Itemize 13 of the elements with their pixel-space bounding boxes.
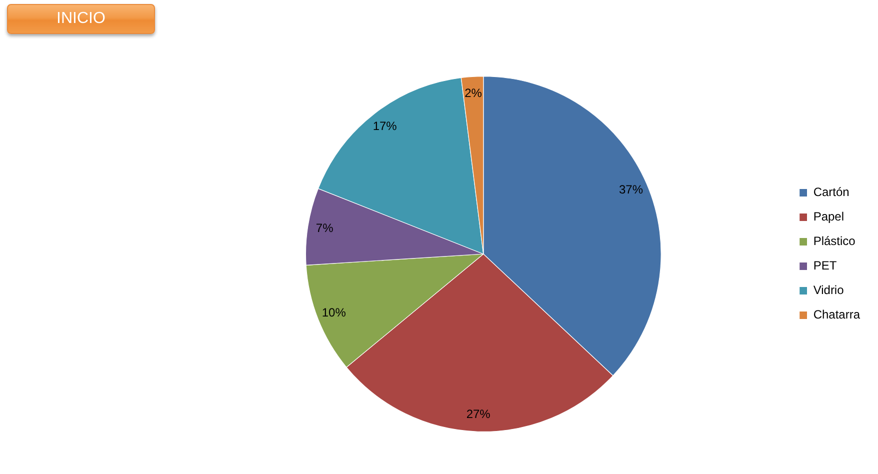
data-label: 37%	[618, 182, 644, 196]
data-label: 7%	[316, 221, 334, 236]
data-label: 17%	[372, 119, 398, 134]
data-label: 2%	[464, 86, 482, 100]
data-label: 27%	[466, 407, 491, 422]
data-label: 10%	[322, 306, 346, 320]
legend-label: Papel	[813, 210, 844, 224]
legend-label: Cartón	[813, 185, 850, 200]
legend-label: PET	[813, 258, 838, 273]
legend-label: Chatarra	[813, 308, 860, 322]
start-button[interactable]: INICIO	[7, 4, 155, 34]
legend-label: Plástico	[813, 234, 856, 248]
legend-label: Vidrio	[813, 283, 844, 298]
